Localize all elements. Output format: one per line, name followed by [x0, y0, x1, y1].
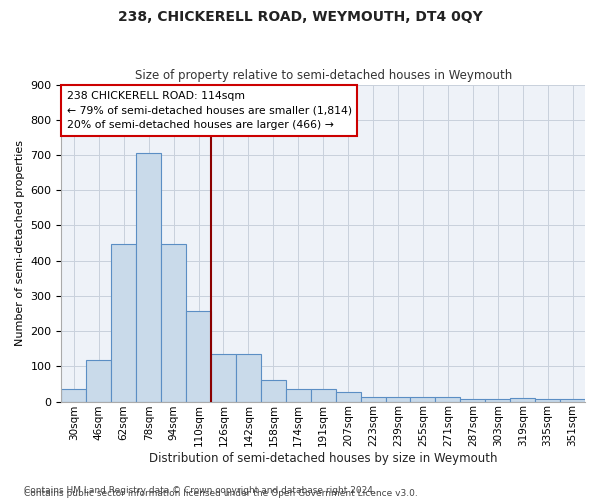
- Bar: [386, 398, 410, 402]
- Bar: [311, 389, 335, 402]
- Bar: [510, 398, 535, 402]
- Bar: [535, 398, 560, 402]
- Bar: [335, 392, 361, 402]
- Bar: [410, 398, 436, 402]
- Bar: [460, 398, 485, 402]
- Bar: [261, 380, 286, 402]
- Bar: [111, 244, 136, 402]
- Bar: [361, 398, 386, 402]
- Bar: [211, 354, 236, 402]
- Bar: [136, 152, 161, 402]
- Text: 238, CHICKERELL ROAD, WEYMOUTH, DT4 0QY: 238, CHICKERELL ROAD, WEYMOUTH, DT4 0QY: [118, 10, 482, 24]
- X-axis label: Distribution of semi-detached houses by size in Weymouth: Distribution of semi-detached houses by …: [149, 452, 497, 465]
- Title: Size of property relative to semi-detached houses in Weymouth: Size of property relative to semi-detach…: [134, 69, 512, 82]
- Bar: [236, 354, 261, 402]
- Text: 238 CHICKERELL ROAD: 114sqm
← 79% of semi-detached houses are smaller (1,814)
20: 238 CHICKERELL ROAD: 114sqm ← 79% of sem…: [67, 91, 352, 130]
- Bar: [186, 310, 211, 402]
- Y-axis label: Number of semi-detached properties: Number of semi-detached properties: [15, 140, 25, 346]
- Bar: [86, 360, 111, 402]
- Bar: [61, 389, 86, 402]
- Text: Contains HM Land Registry data © Crown copyright and database right 2024.: Contains HM Land Registry data © Crown c…: [24, 486, 376, 495]
- Bar: [161, 244, 186, 402]
- Bar: [560, 398, 585, 402]
- Bar: [286, 388, 311, 402]
- Text: Contains public sector information licensed under the Open Government Licence v3: Contains public sector information licen…: [24, 490, 418, 498]
- Bar: [485, 398, 510, 402]
- Bar: [436, 398, 460, 402]
